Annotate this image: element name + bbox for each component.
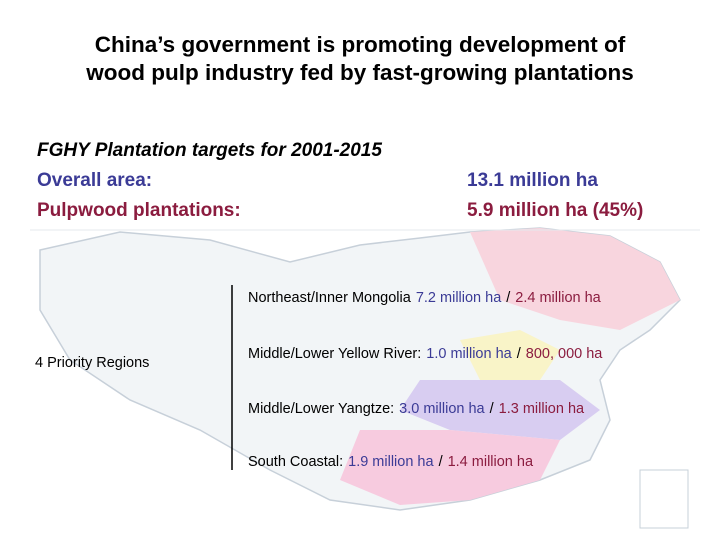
region-pulpwood: 1.3 million ha — [499, 401, 585, 417]
region-total: 3.0 million ha — [399, 401, 485, 417]
map-background — [30, 227, 700, 529]
target-label: Pulpwood plantations: — [37, 200, 241, 221]
separator: / — [490, 401, 495, 417]
title-line: China’s government is promoting developm… — [95, 32, 626, 57]
region-line: Northeast/Inner Mongolia 7.2 million ha/2… — [248, 290, 602, 306]
region-name: Northeast/Inner Mongolia — [248, 290, 412, 306]
regions-label: 4 Priority Regions — [35, 355, 149, 371]
region-pulpwood: 1.4 million ha — [448, 454, 534, 470]
separator: / — [517, 346, 522, 362]
title-line: wood pulp industry fed by fast-growing p… — [85, 60, 633, 85]
region-pulpwood: 800, 000 ha — [526, 346, 604, 362]
region-total: 1.0 million ha — [426, 346, 512, 362]
target-value: 5.9 million ha (45%) — [467, 200, 643, 221]
region-total: 1.9 million ha — [348, 454, 434, 470]
region-pulpwood: 2.4 million ha — [515, 290, 601, 306]
target-label: Overall area: — [37, 170, 152, 191]
region-name: Middle/Lower Yangtze: — [248, 401, 394, 417]
regions: Northeast/Inner Mongolia 7.2 million ha/2… — [248, 290, 603, 470]
region-line: Middle/Lower Yangtze: 3.0 million ha /1.3 … — [248, 401, 585, 417]
targets-heading: FGHY Plantation targets for 2001-2015 — [37, 140, 382, 161]
region-line: Middle/Lower Yellow River: 1.0 million ha… — [248, 346, 603, 362]
separator: / — [439, 454, 444, 470]
separator: / — [506, 290, 511, 306]
target-value: 13.1 million ha — [467, 170, 598, 191]
region-name: South Coastal: — [248, 454, 343, 470]
region-total: 7.2 million ha — [416, 290, 502, 306]
region-name: Middle/Lower Yellow River: — [248, 346, 421, 362]
region-line: South Coastal: 1.9 million ha /1.4 million… — [248, 454, 534, 470]
